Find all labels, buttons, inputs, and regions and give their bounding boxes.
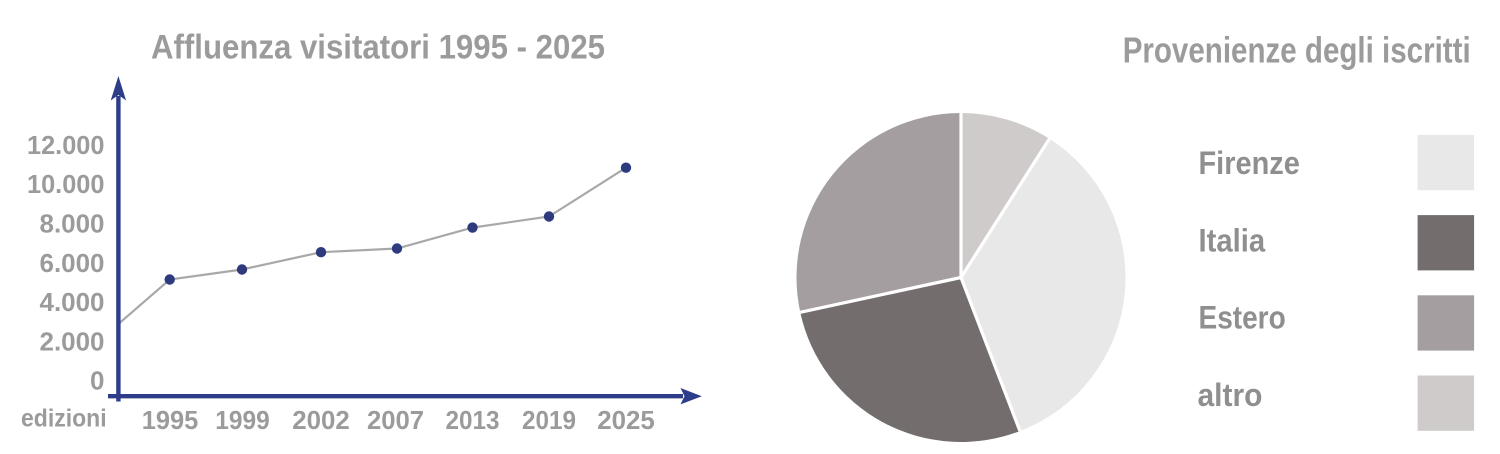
svg-text:6.000: 6.000 xyxy=(40,248,105,278)
svg-text:2002: 2002 xyxy=(292,405,350,435)
svg-text:1999: 1999 xyxy=(215,405,269,435)
svg-text:0: 0 xyxy=(90,366,104,396)
svg-text:10.000: 10.000 xyxy=(27,169,105,199)
svg-text:1995: 1995 xyxy=(142,405,199,435)
svg-text:2007: 2007 xyxy=(367,405,424,435)
svg-text:altro: altro xyxy=(1198,377,1263,413)
svg-text:2025: 2025 xyxy=(597,405,655,435)
svg-text:2.000: 2.000 xyxy=(40,326,105,356)
svg-text:4.000: 4.000 xyxy=(40,287,105,317)
svg-text:Firenze: Firenze xyxy=(1199,145,1300,181)
svg-text:2019: 2019 xyxy=(522,405,576,435)
svg-text:12.000: 12.000 xyxy=(27,130,105,160)
svg-text:Affluenza visitatori 1995 - 20: Affluenza visitatori 1995 - 2025 xyxy=(151,29,605,67)
svg-text:8.000: 8.000 xyxy=(40,209,105,239)
svg-text:Provenienze degli iscritti: Provenienze degli iscritti xyxy=(1123,30,1471,71)
svg-text:edizioni: edizioni xyxy=(21,405,107,433)
svg-text:Estero: Estero xyxy=(1199,300,1286,336)
svg-text:2013: 2013 xyxy=(446,405,500,435)
svg-text:Italia: Italia xyxy=(1199,222,1266,258)
